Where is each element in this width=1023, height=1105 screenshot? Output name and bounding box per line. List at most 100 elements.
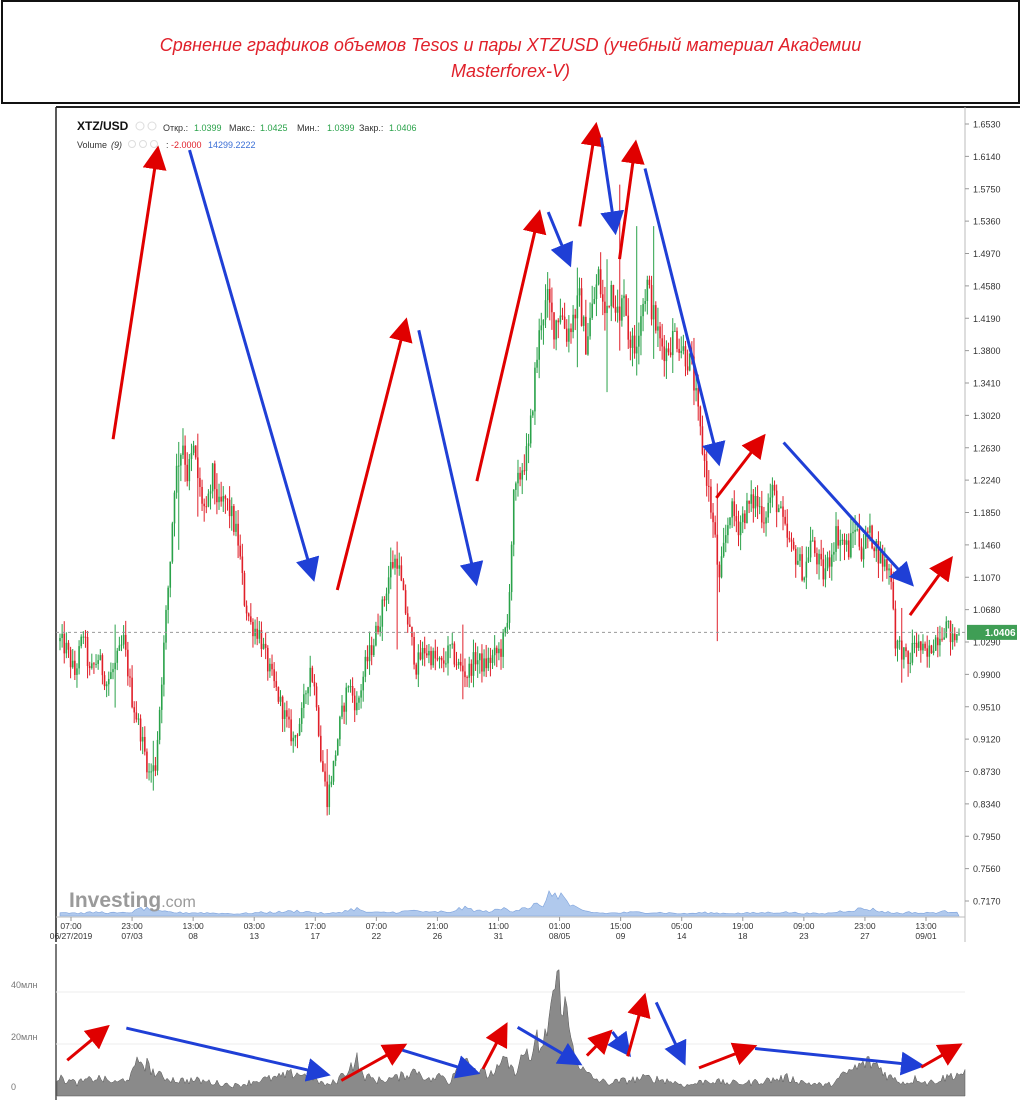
candle-body — [680, 350, 683, 353]
candle-body — [784, 516, 786, 524]
up-trend-arrow — [618, 139, 645, 260]
candle-body — [820, 553, 822, 560]
candle-body — [642, 303, 644, 317]
candle-body — [917, 641, 920, 648]
candle-body — [197, 457, 199, 479]
candle-body — [934, 637, 937, 651]
eye-icon[interactable] — [135, 121, 145, 131]
volume-chart[interactable]: 40млн 20млн 0 — [1, 944, 1020, 1100]
candle-body — [205, 506, 208, 508]
candle-body — [430, 650, 432, 666]
candle-body — [256, 628, 258, 639]
candles — [59, 184, 960, 816]
candle-body — [180, 454, 182, 466]
candle-body — [858, 529, 861, 547]
date-tick-label: 31 — [494, 931, 504, 941]
title-line-2: Masterforex-V) — [450, 61, 571, 81]
candle-body — [356, 702, 358, 711]
candle-body — [211, 463, 214, 492]
candle-body — [761, 506, 763, 523]
candle-body — [767, 502, 769, 518]
candle-body — [394, 558, 396, 568]
candle-body — [324, 771, 326, 782]
candle-body — [773, 484, 776, 491]
candle-body — [646, 279, 649, 301]
candle-body — [837, 526, 839, 546]
time-tick-label: 17:00 — [305, 921, 327, 931]
candle-body — [483, 658, 485, 672]
time-tick-label: 05:00 — [671, 921, 693, 931]
candle-body — [116, 650, 119, 663]
candle-body — [188, 458, 191, 482]
candle-body — [74, 660, 76, 675]
candle-body — [303, 694, 305, 708]
candle-body — [540, 325, 543, 331]
candle-body — [124, 634, 127, 650]
candle-body — [326, 781, 328, 808]
title-box: Срвнение графиков объемов Tesos и пары X… — [1, 0, 1020, 104]
candle-body — [235, 523, 237, 532]
candle-body — [879, 551, 882, 564]
candle-body — [780, 506, 782, 509]
candle-body — [144, 736, 146, 752]
candle-body — [951, 633, 954, 643]
candle-body — [523, 470, 526, 472]
candle-body — [515, 483, 517, 490]
candle-body — [122, 634, 125, 645]
candle-body — [428, 650, 430, 656]
candle-body — [470, 663, 473, 676]
candle-body — [718, 564, 721, 578]
candle-body — [663, 346, 666, 362]
candle-body — [843, 539, 846, 545]
price-tick-label: 1.5750 — [973, 184, 1001, 194]
candle-body — [542, 319, 545, 326]
candle-body — [442, 660, 445, 664]
date-tick-label: 08 — [188, 931, 198, 941]
candle-body — [720, 556, 723, 578]
volume-eye-icon[interactable] — [128, 140, 136, 148]
price-tick-label: 1.3020 — [973, 411, 1001, 421]
candle-body — [358, 697, 360, 703]
candle-body — [595, 284, 598, 299]
candle-body — [169, 561, 172, 588]
price-tick-label: 0.7560 — [973, 864, 1001, 874]
candle-body — [502, 632, 504, 657]
candle-body — [877, 540, 880, 564]
candle-body — [432, 650, 434, 666]
candle-body — [907, 651, 909, 664]
candle-body — [182, 445, 184, 455]
candle-body — [175, 465, 178, 493]
price-tick-label: 0.9900 — [973, 670, 1001, 680]
candle-body — [250, 616, 252, 622]
candle-body — [674, 330, 676, 332]
candle-body — [339, 716, 341, 740]
investing-logo-brand: Investing — [69, 889, 161, 912]
candle-body — [347, 686, 350, 688]
candle-body — [587, 336, 589, 355]
candle-body — [222, 496, 225, 502]
candle-body — [510, 544, 513, 593]
candle-body — [570, 328, 572, 333]
candle-body — [409, 624, 411, 627]
candle-body — [739, 522, 742, 536]
candle-body — [958, 633, 960, 635]
candle-body — [173, 492, 176, 524]
candle-body — [678, 348, 680, 353]
price-tick-label: 0.9510 — [973, 702, 1001, 712]
candle-body — [154, 765, 157, 771]
price-chart[interactable]: 1.6530 1.6140 1.5750 1.5360 1.4970 1.4580 1.41… — [1, 104, 1020, 942]
candle-body — [854, 529, 856, 532]
candle-body — [364, 656, 367, 677]
candle-body — [771, 484, 774, 498]
candle-body — [909, 662, 912, 664]
price-tick-label: 1.3410 — [973, 379, 1001, 389]
candle-body — [544, 300, 547, 320]
candle-body — [192, 445, 195, 453]
current-price-tag — [967, 624, 1017, 640]
trend-arrows — [111, 121, 953, 617]
candle-body — [201, 486, 203, 504]
gear-icon[interactable] — [147, 121, 157, 131]
candle-body — [930, 645, 933, 654]
candle-body — [667, 348, 670, 353]
high-value: 1.0425 — [260, 123, 288, 133]
